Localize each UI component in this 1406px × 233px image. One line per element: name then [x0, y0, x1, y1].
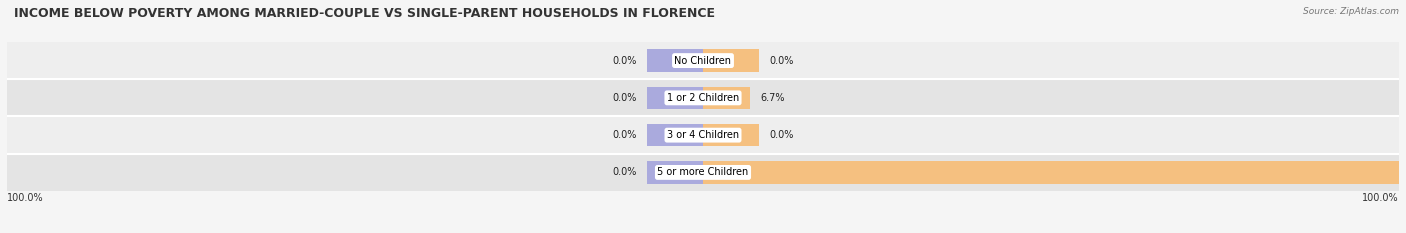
Text: 1 or 2 Children: 1 or 2 Children — [666, 93, 740, 103]
Text: 0.0%: 0.0% — [613, 56, 637, 65]
Text: 0.0%: 0.0% — [769, 56, 793, 65]
Text: 0.0%: 0.0% — [613, 130, 637, 140]
Text: INCOME BELOW POVERTY AMONG MARRIED-COUPLE VS SINGLE-PARENT HOUSEHOLDS IN FLORENC: INCOME BELOW POVERTY AMONG MARRIED-COUPL… — [14, 7, 716, 20]
Text: 0.0%: 0.0% — [613, 93, 637, 103]
Text: 100.0%: 100.0% — [1362, 193, 1399, 203]
Bar — [7, 79, 1399, 116]
Bar — [703, 124, 759, 146]
Text: 3 or 4 Children: 3 or 4 Children — [666, 130, 740, 140]
Bar — [7, 154, 1399, 191]
Bar — [647, 161, 703, 184]
Bar — [647, 87, 703, 109]
Text: 0.0%: 0.0% — [613, 168, 637, 177]
Bar — [703, 87, 749, 109]
Text: 6.7%: 6.7% — [761, 93, 785, 103]
Text: Source: ZipAtlas.com: Source: ZipAtlas.com — [1303, 7, 1399, 16]
Bar — [647, 49, 703, 72]
Bar — [647, 124, 703, 146]
Bar — [703, 161, 1399, 184]
Bar — [703, 49, 759, 72]
Text: 0.0%: 0.0% — [769, 130, 793, 140]
Bar — [7, 116, 1399, 154]
Text: 100.0%: 100.0% — [7, 193, 44, 203]
Text: No Children: No Children — [675, 56, 731, 65]
Bar — [7, 42, 1399, 79]
Text: 5 or more Children: 5 or more Children — [658, 168, 748, 177]
